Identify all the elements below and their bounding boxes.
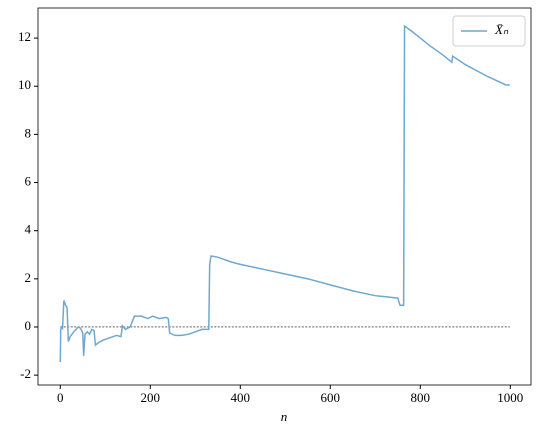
y-tick-label: 8 [25, 125, 32, 140]
x-tick-label: 1000 [497, 390, 523, 405]
x-tick-label: 600 [321, 390, 341, 405]
y-tick-label: 0 [25, 318, 32, 333]
axes-frame [37, 7, 532, 386]
x-axis-label: n [281, 409, 288, 424]
x-tick-label: 200 [141, 390, 161, 405]
x-tick-label: 800 [411, 390, 431, 405]
y-tick-label: 6 [25, 174, 32, 189]
y-tick-label: 4 [25, 222, 32, 237]
y-tick-label: 2 [25, 270, 32, 285]
y-tick-label: -2 [20, 366, 31, 381]
legend-label: X̄ₙ [494, 22, 509, 37]
y-tick-label: 10 [18, 77, 31, 92]
x-tick-label: 400 [231, 390, 251, 405]
legend-box [452, 15, 526, 47]
data-line [59, 24, 510, 362]
x-tick-label: 0 [57, 390, 64, 405]
y-tick-label: 12 [18, 29, 31, 44]
